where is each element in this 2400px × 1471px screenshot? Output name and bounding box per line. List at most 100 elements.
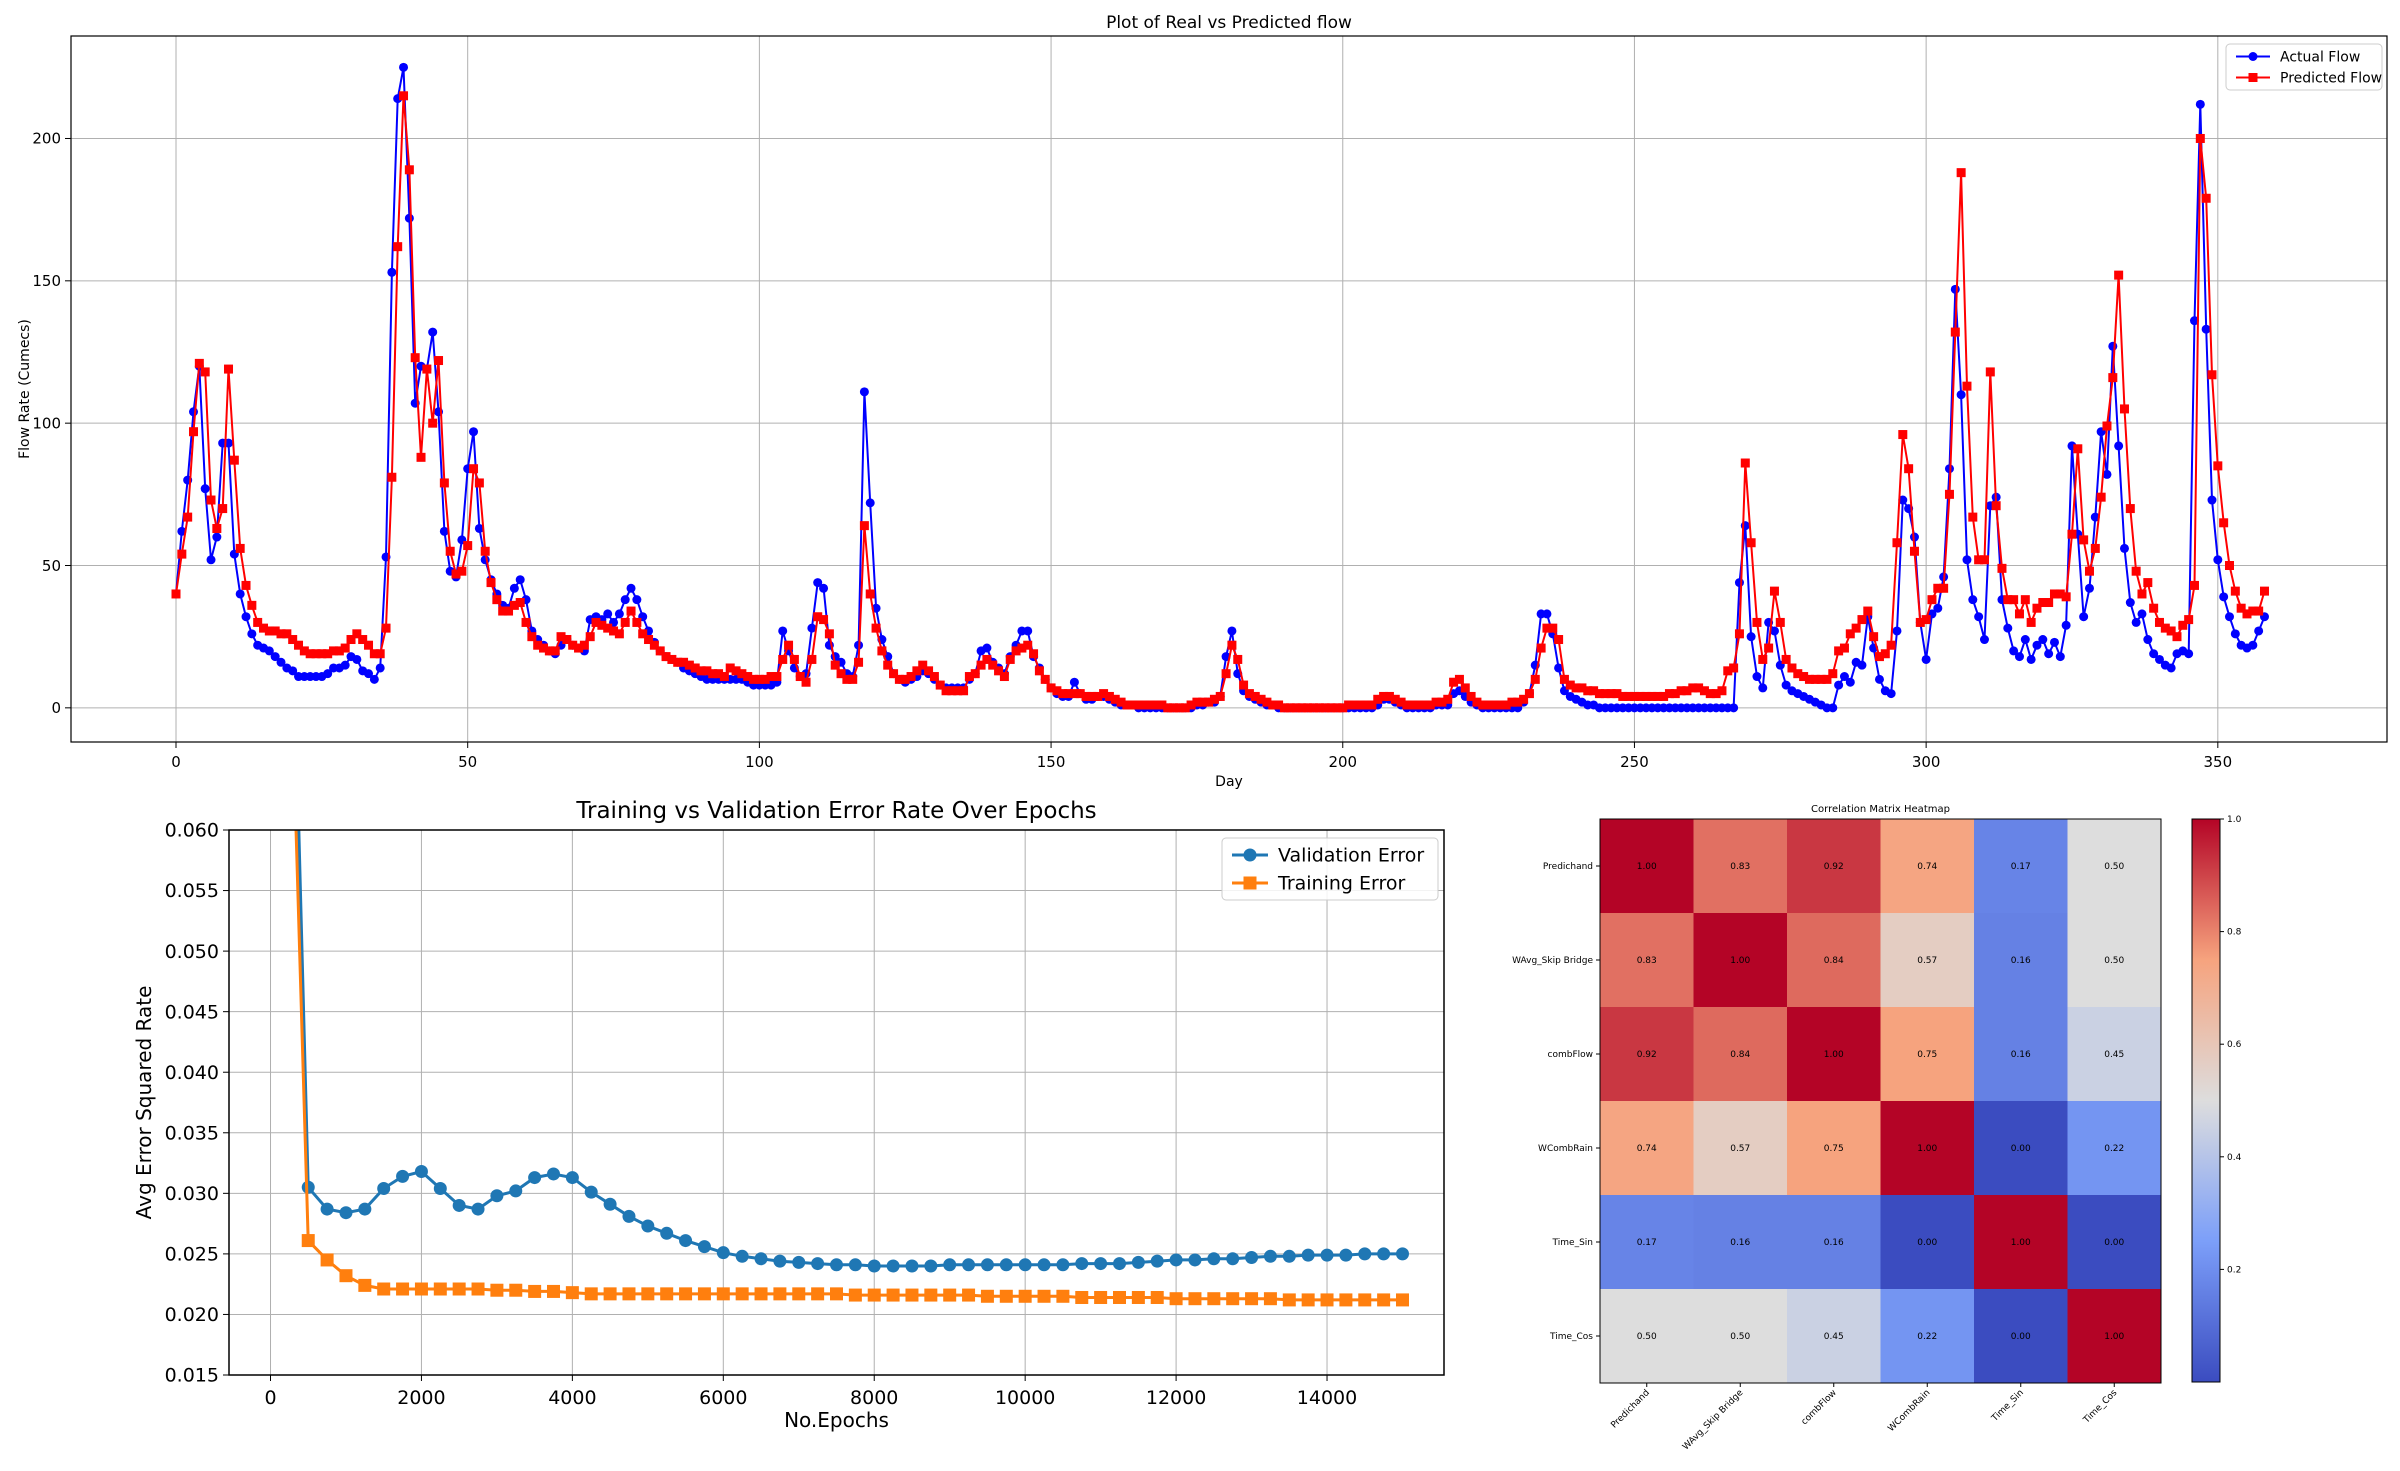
- data-point: [527, 632, 537, 642]
- data-point: [1466, 691, 1476, 701]
- data-point: [1037, 1258, 1051, 1272]
- data-point: [1968, 595, 1978, 605]
- data-point: [241, 612, 251, 622]
- data-point: [941, 686, 951, 696]
- data-point: [1256, 694, 1266, 704]
- data-point: [912, 666, 922, 676]
- data-point: [1188, 1253, 1202, 1267]
- data-point: [377, 1181, 391, 1195]
- data-point: [1892, 626, 1902, 636]
- data-point: [1215, 691, 1225, 701]
- colorbar: [2191, 818, 2221, 1383]
- data-point: [824, 629, 834, 639]
- y-axis-label: Flow Rate (Cumecs): [17, 319, 33, 459]
- heatmap-cell: [1880, 913, 1975, 1008]
- data-point: [1519, 694, 1529, 704]
- data-point: [1245, 1251, 1259, 1265]
- legend: Validation Error Training Error: [1221, 837, 1439, 901]
- data-point: [1349, 700, 1359, 710]
- data-point: [982, 643, 992, 653]
- data-point: [905, 1288, 919, 1302]
- data-point: [375, 649, 385, 659]
- data-point: [1775, 617, 1785, 627]
- x-tick-label: 100: [745, 753, 774, 771]
- data-point: [1116, 697, 1126, 707]
- data-point: [1297, 703, 1307, 713]
- data-point: [1746, 538, 1756, 548]
- data-point: [943, 1288, 957, 1302]
- data-point: [2166, 663, 2176, 673]
- data-point: [1764, 643, 1774, 653]
- data-point: [490, 1283, 504, 1297]
- data-point: [865, 498, 875, 508]
- data-point: [1839, 643, 1849, 653]
- data-point: [1075, 689, 1085, 699]
- data-point: [1040, 674, 1050, 684]
- heatmap-cell-value: 0.83: [1730, 862, 1750, 872]
- data-point: [1245, 1292, 1259, 1306]
- data-point: [1705, 689, 1715, 699]
- data-point: [565, 1286, 579, 1300]
- heatmap-cell: [2067, 1101, 2162, 1196]
- chart-title: Plot of Real vs Predicted flow: [1106, 13, 1352, 33]
- data-point: [294, 640, 304, 650]
- data-point: [1752, 617, 1762, 627]
- data-point: [1542, 623, 1552, 633]
- data-point: [1699, 686, 1709, 696]
- data-point: [434, 356, 444, 366]
- data-point: [867, 1259, 881, 1273]
- data-point: [2020, 595, 2030, 605]
- data-point: [1554, 663, 1564, 673]
- data-point: [2003, 595, 2013, 605]
- x-tick-label: 14000: [1297, 1387, 1357, 1409]
- data-point: [708, 669, 718, 679]
- data-point: [2213, 461, 2223, 471]
- data-point: [1956, 168, 1966, 178]
- data-point: [807, 654, 817, 664]
- heatmap-cell: [1693, 1007, 1788, 1102]
- data-point: [282, 629, 292, 639]
- heatmap-cell-value: 0.22: [2104, 1144, 2124, 1154]
- data-point: [2009, 595, 2019, 605]
- data-point: [1207, 1252, 1221, 1266]
- data-point: [339, 1206, 353, 1220]
- data-point: [200, 484, 210, 494]
- data-point: [562, 635, 572, 645]
- data-point: [1029, 649, 1039, 659]
- data-point: [1577, 683, 1587, 693]
- data-point: [737, 669, 747, 679]
- data-point: [2201, 324, 2211, 334]
- heatmap-cell-value: 0.57: [1730, 1144, 1750, 1154]
- x-tick-label: 0: [264, 1387, 276, 1409]
- heatmap-cell: [1880, 1195, 1975, 1290]
- data-point: [2114, 441, 2124, 451]
- data-point: [1226, 1252, 1240, 1266]
- data-point: [792, 1255, 806, 1269]
- plot-frame: [228, 829, 1445, 1376]
- data-point: [1395, 1247, 1409, 1261]
- data-point: [848, 1258, 862, 1272]
- data-point: [1787, 663, 1797, 673]
- data-point: [865, 589, 875, 599]
- data-point: [1740, 458, 1750, 468]
- data-point: [1226, 1292, 1240, 1306]
- data-point: [2236, 603, 2246, 613]
- data-point: [515, 598, 525, 608]
- data-point: [1396, 697, 1406, 707]
- data-point: [1112, 1290, 1126, 1304]
- data-point: [270, 626, 280, 636]
- data-point: [177, 549, 187, 559]
- heatmap-cell: [1974, 1289, 2068, 1384]
- heatmap-cell-value: 0.00: [1917, 1238, 1937, 1248]
- data-point: [1180, 703, 1190, 713]
- data-point: [1583, 686, 1593, 696]
- data-point: [1559, 674, 1569, 684]
- data-point: [358, 635, 368, 645]
- data-point: [2137, 589, 2147, 599]
- legend-label: Validation Error: [1278, 845, 1424, 867]
- heatmap-cell-value: 0.16: [1730, 1238, 1750, 1248]
- data-point: [603, 609, 613, 619]
- data-point: [1530, 674, 1540, 684]
- data-point: [1150, 1290, 1164, 1304]
- data-point: [1221, 669, 1231, 679]
